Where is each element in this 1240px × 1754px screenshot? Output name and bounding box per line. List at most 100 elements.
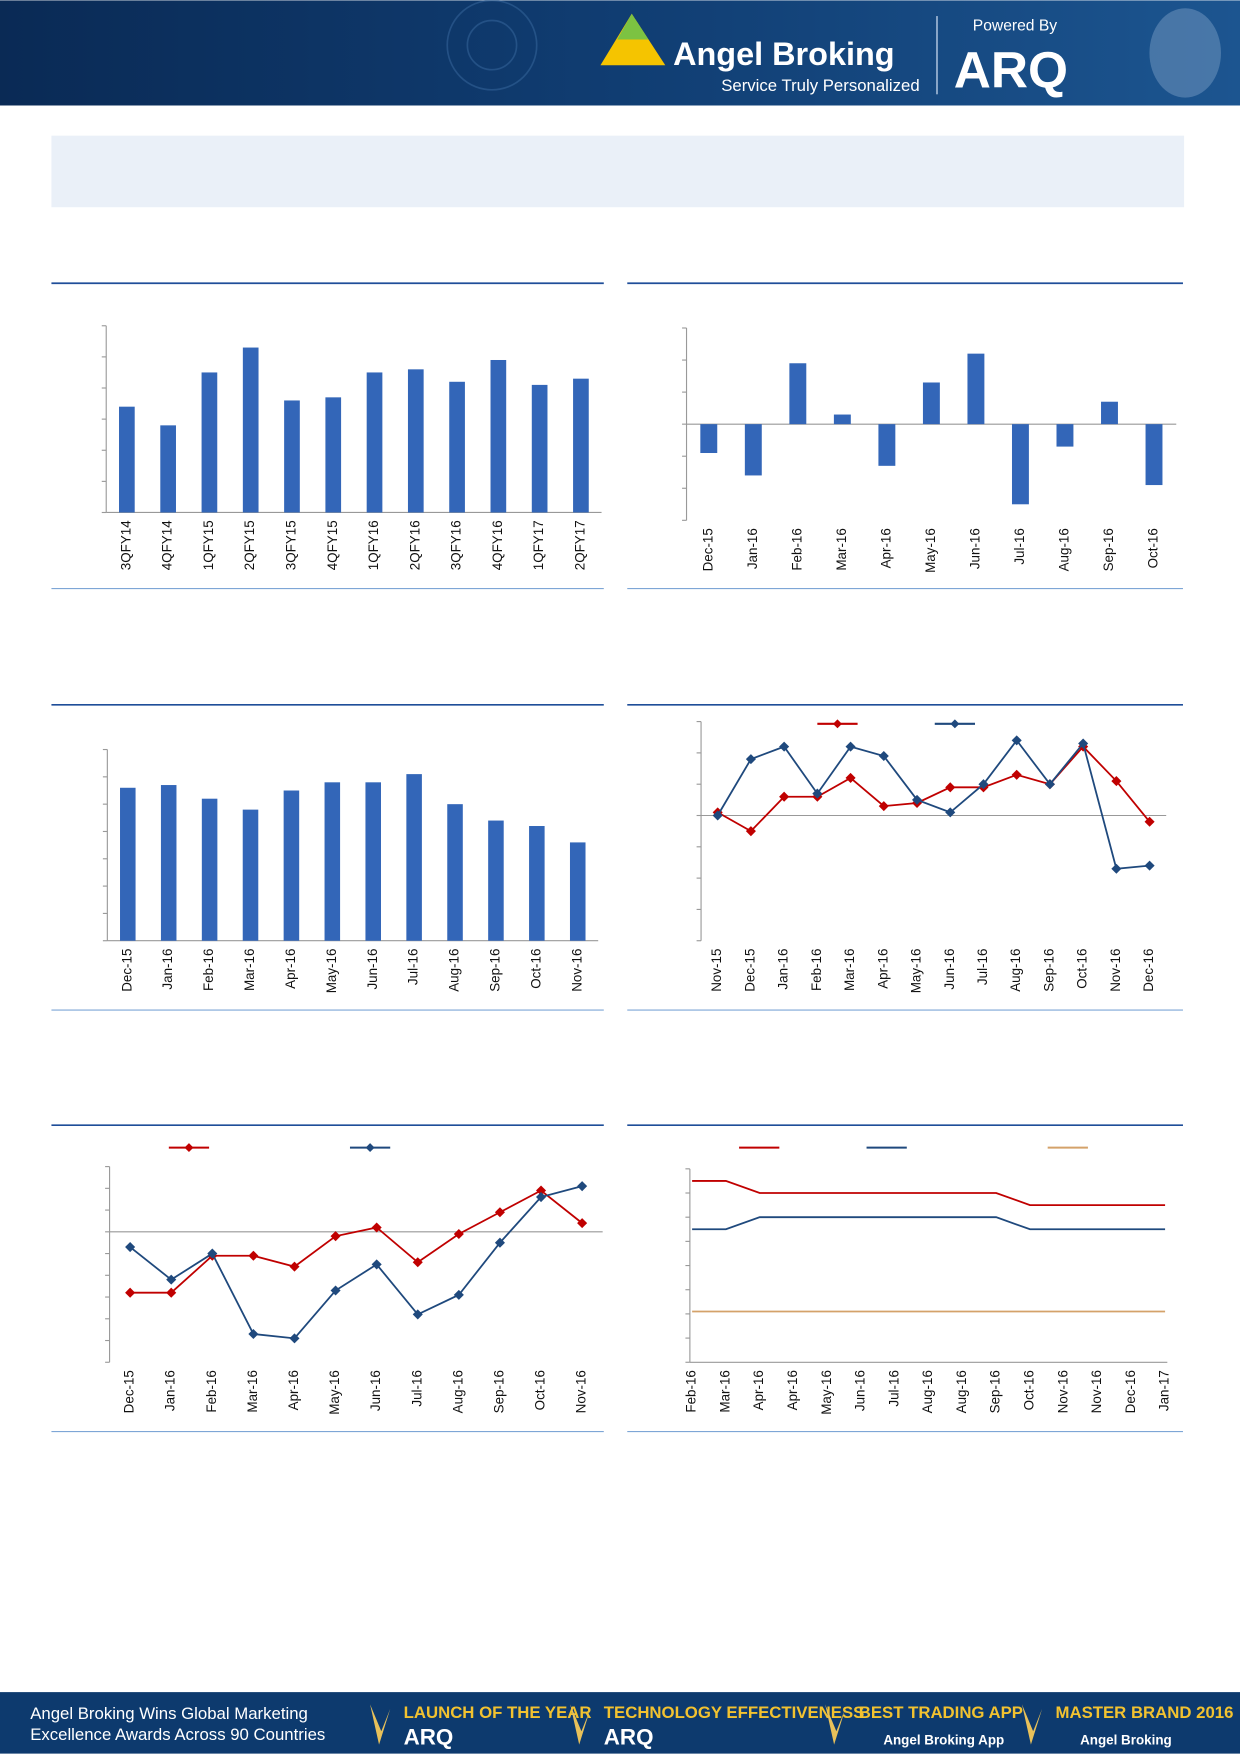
point [248,1250,259,1261]
x-tick-label: Mar-16 [245,1370,260,1412]
award-icon [370,1704,391,1745]
x-tick-label: Jan-16 [745,528,760,569]
award-icon [825,1704,846,1745]
x-tick-label: 3QFY14 [118,520,133,570]
bar [531,384,548,513]
x-tick-label: Jul-16 [1012,528,1027,565]
header-decor [1149,8,1221,98]
x-tick-label: Nov-15 [709,949,724,992]
bar [365,782,381,941]
x-tick-label: Jan-16 [163,1370,178,1411]
x-tick-label: 2QFY17 [572,520,587,570]
point [166,1287,177,1298]
x-tick-label: May-16 [819,1370,834,1415]
x-tick-label: Sep-16 [491,1370,506,1413]
bar [967,353,985,425]
bar [324,782,341,941]
point [745,754,756,765]
x-tick-label: Feb-16 [201,949,216,991]
x-tick-label: Sep-16 [1101,528,1116,571]
x-tick-label: Oct-16 [1021,1370,1036,1410]
x-tick-label: Oct-16 [528,949,543,989]
brand-name: Angel Broking [673,36,894,72]
x-tick-label: Aug-16 [450,1370,465,1413]
x-tick-label: 4QFY15 [325,520,340,570]
x-tick-label: Feb-16 [684,1370,699,1412]
footer-headline: Angel Broking Wins Global Marketing [30,1704,308,1723]
x-tick-label: Jun-16 [365,949,380,990]
point [125,1242,136,1253]
point [207,1248,218,1259]
x-tick-label: Nov-16 [1108,949,1123,992]
x-tick-label: 3QFY15 [284,520,299,570]
bar [201,372,218,513]
bar [366,372,383,513]
x-tick-label: May-16 [327,1370,342,1415]
x-tick-label: Jan-16 [776,949,791,990]
partner-logo: ARQ [954,41,1068,99]
x-tick-label: Jul-16 [409,1370,424,1407]
award-title: MASTER BRAND 2016 [1056,1703,1234,1722]
series-line [716,738,1150,870]
point [330,1231,341,1242]
header-decor [466,19,518,71]
bar [160,785,177,941]
bar [284,400,300,513]
point [878,750,889,762]
x-tick-label: Apr-16 [286,1370,301,1410]
x-tick-label: 3QFY16 [449,520,464,570]
bar [922,382,940,425]
bar [488,820,504,941]
x-tick-label: Nov-16 [574,1370,589,1413]
bar [573,378,589,513]
bar [119,406,135,513]
bar [789,363,807,425]
bar [201,798,218,941]
point [289,1333,300,1344]
x-tick-label: Aug-16 [954,1370,969,1413]
bar [1145,424,1163,486]
x-tick-label: Apr-16 [751,1370,766,1410]
point [945,782,956,793]
header-decor [446,0,538,91]
series-line [129,1185,583,1340]
x-tick-label: Mar-16 [717,1370,732,1412]
x-tick-label: 4QFY16 [490,520,505,570]
award-title: BEST TRADING APP [859,1703,1023,1722]
bar [407,369,424,513]
footer-band [0,1692,1240,1754]
award-product: Angel Broking [1080,1733,1172,1748]
series-line [692,1216,1166,1231]
bar [569,842,586,941]
x-tick-label: Feb-16 [809,949,824,991]
bar [1056,424,1074,447]
x-tick-label: May-16 [923,528,938,573]
x-tick-label: 1QFY16 [366,520,381,570]
x-tick-label: 2QFY16 [407,520,422,570]
point [125,1287,136,1298]
x-tick-label: Aug-16 [920,1370,935,1413]
point [494,1237,505,1248]
point [166,1274,177,1285]
bar [325,397,342,513]
brand-tagline: Service Truly Personalized [721,76,919,95]
legend-swatch [365,1143,375,1153]
x-tick-label: Dec-15 [122,1370,137,1413]
point [248,1328,259,1340]
x-tick-label: Oct-16 [1075,949,1090,989]
x-tick-label: Feb-16 [204,1370,219,1412]
x-tick-label: Aug-16 [447,949,462,992]
x-tick-label: Apr-16 [785,1370,800,1410]
title-banner [51,135,1185,208]
bar [1101,401,1118,425]
point [494,1207,505,1218]
x-tick-label: Jan-16 [160,949,175,990]
x-tick-label: Apr-16 [878,528,893,568]
legend-swatch [184,1143,194,1153]
bar [406,774,422,941]
bar [833,414,851,425]
point [845,741,856,752]
legend-swatch [950,719,960,729]
